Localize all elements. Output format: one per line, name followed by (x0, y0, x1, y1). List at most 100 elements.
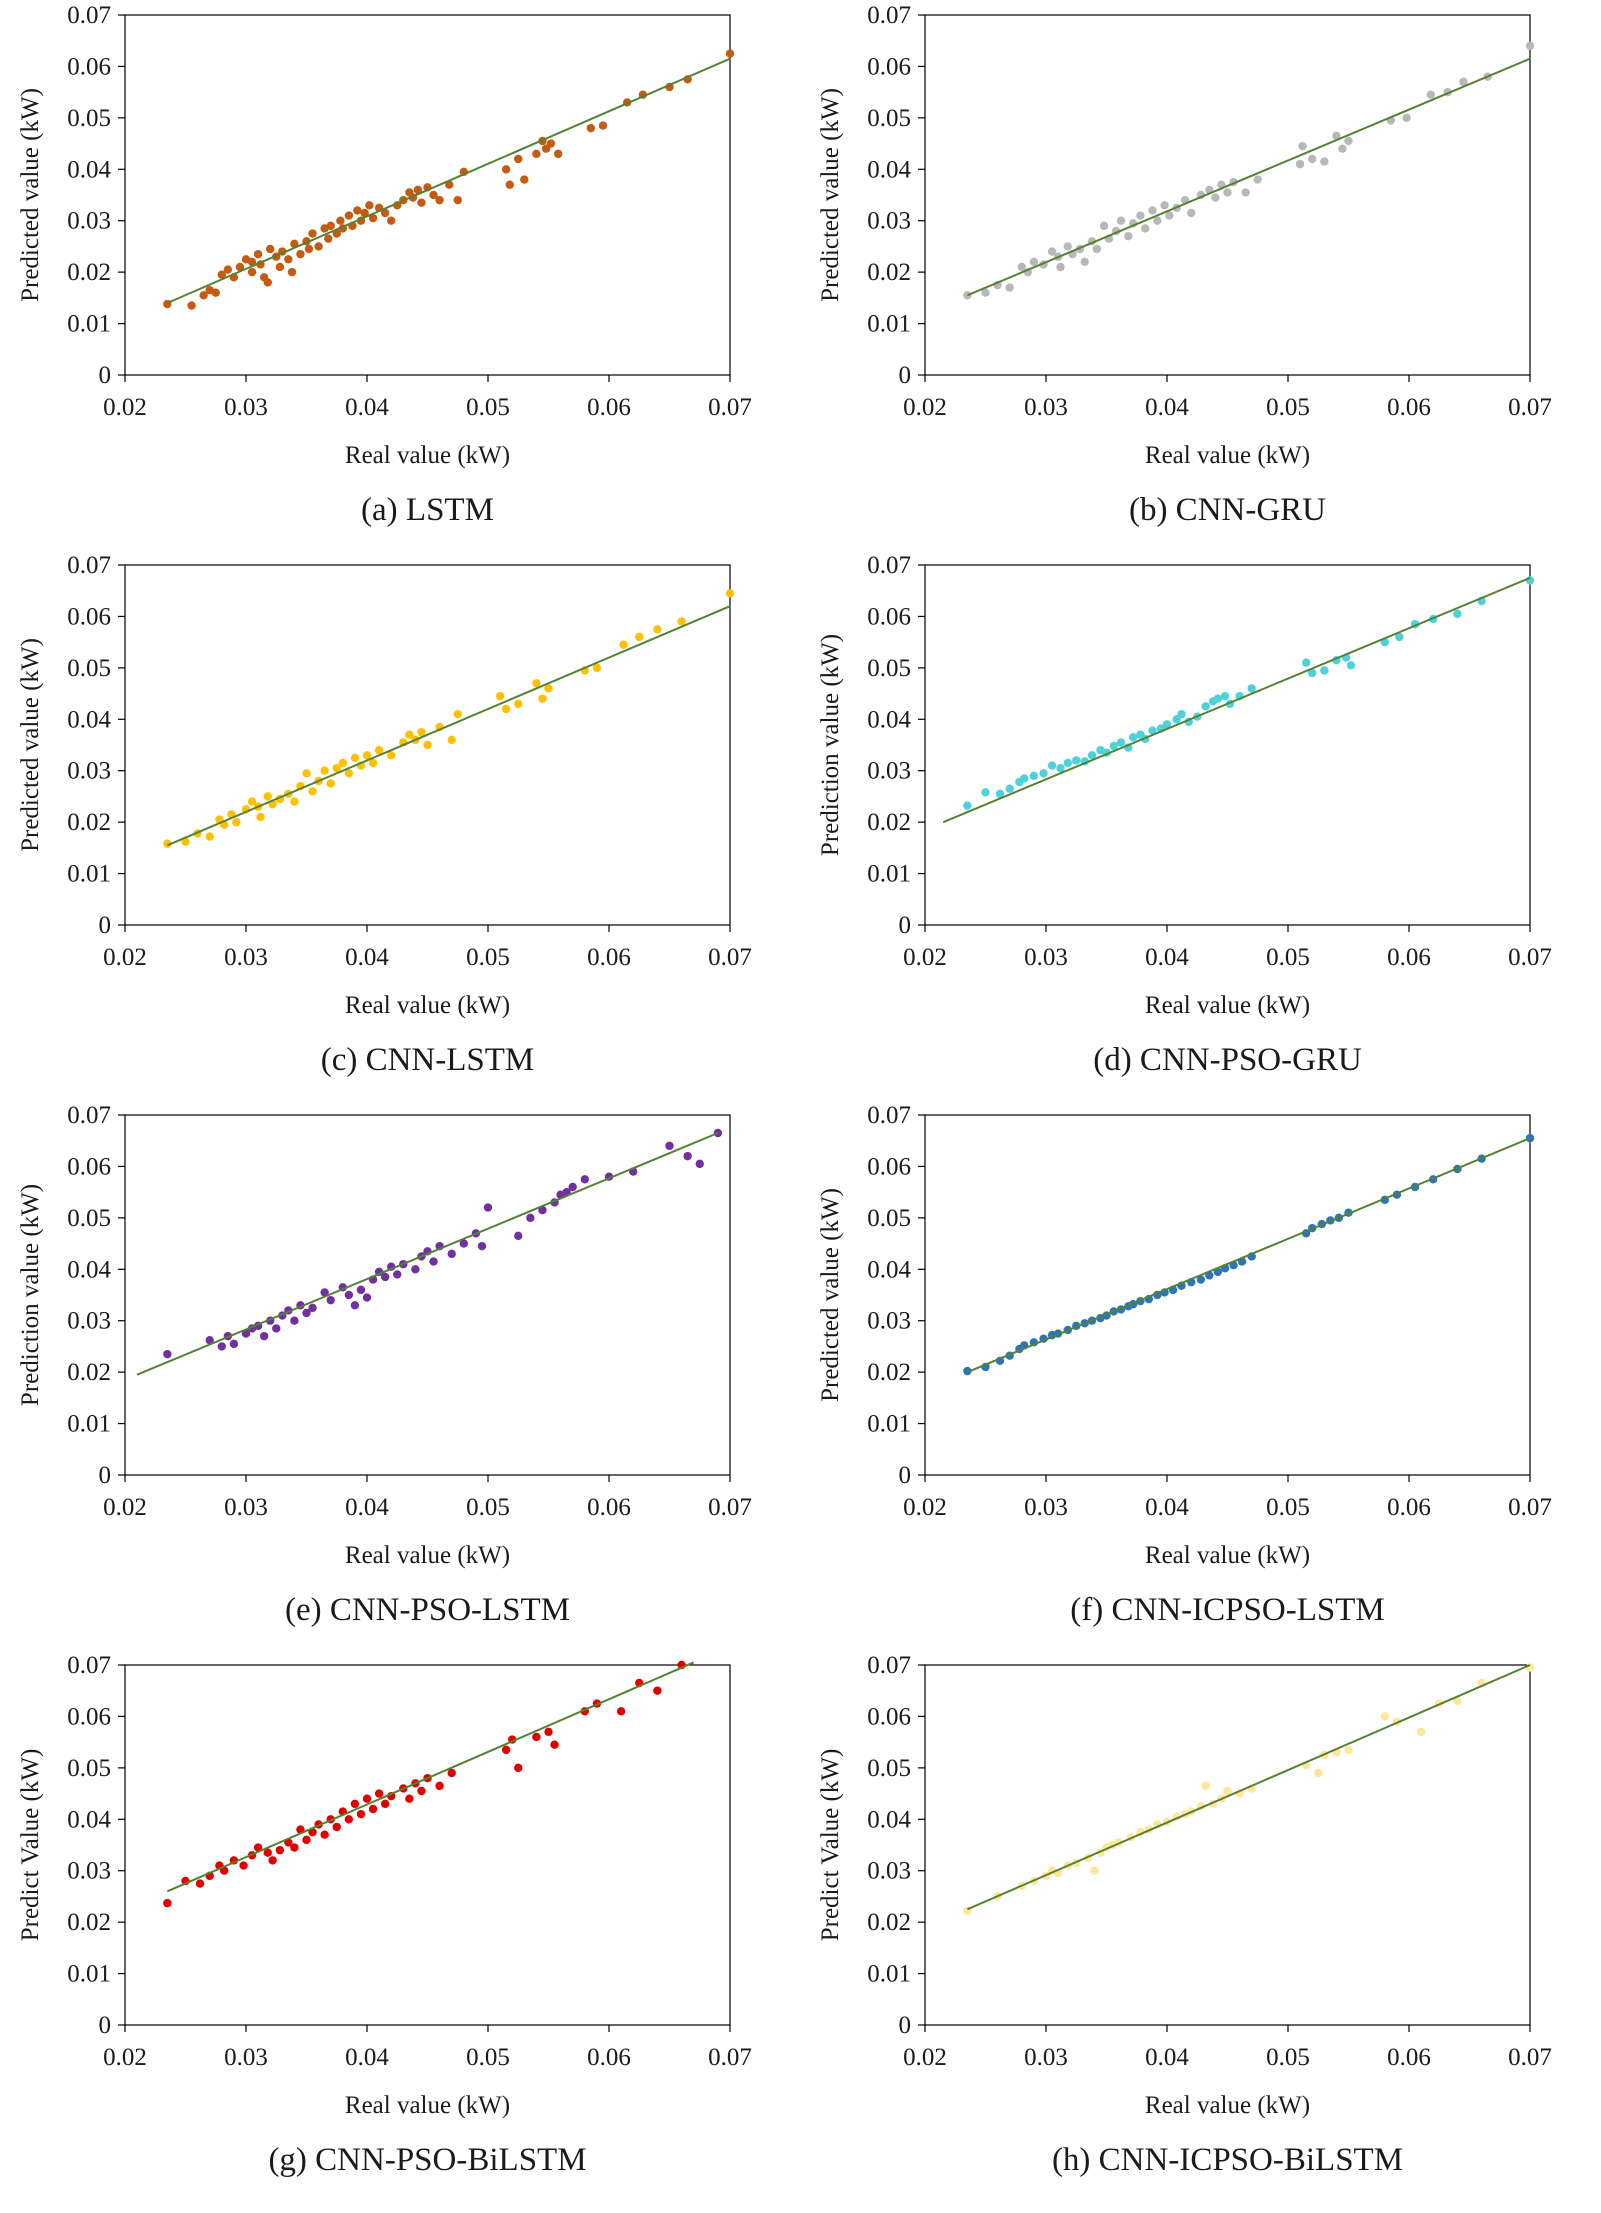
data-point (586, 123, 596, 133)
y-axis-title: Predicted value (kW) (817, 88, 844, 302)
x-axis-title: Real value (kW) (345, 1542, 510, 1569)
panel-caption: (a) LSTM (361, 492, 494, 528)
plot-frame (924, 14, 1531, 376)
data-point (368, 213, 378, 223)
data-point (247, 257, 257, 267)
x-tick-label: 0.07 (708, 1494, 752, 1521)
x-tick-label: 0.07 (1508, 944, 1552, 971)
data-point (995, 789, 1005, 799)
data-point (290, 1843, 299, 1852)
data-point (1116, 216, 1126, 225)
x-tick-label: 0.04 (345, 944, 389, 971)
fit-line (166, 1661, 695, 1893)
data-point (308, 229, 317, 238)
data-point (1344, 1745, 1353, 1755)
data-point (532, 679, 541, 688)
x-tick-label: 0.04 (345, 2044, 389, 2071)
data-point (963, 291, 972, 300)
data-point (362, 751, 372, 760)
data-point (1090, 1866, 1099, 1875)
data-point (393, 1270, 402, 1279)
x-tick-label: 0.03 (1024, 944, 1068, 971)
y-tick-label: 0.06 (867, 603, 911, 630)
data-point (356, 1285, 366, 1295)
plot-frame (124, 1114, 731, 1476)
data-point (1165, 211, 1174, 220)
data-point (302, 769, 311, 778)
data-point (1308, 154, 1317, 164)
data-point (353, 206, 362, 215)
y-tick-label: 0.07 (67, 2, 111, 29)
data-point (368, 1804, 378, 1814)
x-tick-label: 0.07 (1508, 394, 1552, 421)
data-point (163, 1898, 172, 1908)
x-tick-label: 0.05 (466, 394, 510, 421)
data-point (350, 1301, 360, 1310)
data-point (387, 216, 396, 225)
y-axis-title: Predicted value (kW) (17, 638, 44, 852)
data-point (1148, 726, 1157, 735)
panel-caption: (g) CNN-PSO-BiLSTM (268, 2142, 586, 2178)
plot-frame (124, 564, 731, 926)
y-tick-label: 0.02 (867, 809, 911, 836)
x-tick-label: 0.05 (1266, 944, 1310, 971)
data-point (1029, 257, 1039, 267)
x-tick-label: 0.03 (1024, 2044, 1068, 2071)
data-point (483, 1203, 493, 1212)
plot-frame (924, 564, 1531, 926)
y-tick-label: 0.05 (67, 105, 111, 132)
data-point (598, 121, 608, 130)
data-point (362, 1794, 372, 1803)
data-point (514, 1763, 523, 1773)
scatter-panel-b: 0 0.01 0.02 0.03 0.04 0.05 0.06 0.07 0.02 0.03 0.0… (817, 2, 1552, 528)
data-point (1072, 756, 1081, 765)
y-axis-title: Prediction value (kW) (817, 634, 844, 856)
data-point (1162, 720, 1172, 729)
y-tick-label: 0.05 (867, 105, 911, 132)
data-point (296, 249, 305, 259)
x-tick-label: 0.05 (466, 944, 510, 971)
data-point (665, 1141, 674, 1151)
data-point (447, 1249, 456, 1259)
x-tick-label: 0.03 (1024, 394, 1068, 421)
data-point (1124, 231, 1133, 241)
data-point (1426, 90, 1435, 99)
y-tick-label: 0.05 (867, 655, 911, 682)
x-tick-label: 0.07 (708, 2044, 752, 2071)
y-tick-label: 0 (899, 2012, 912, 2039)
data-point (1116, 738, 1126, 747)
data-point (1056, 763, 1065, 773)
fit-line (966, 1664, 1531, 1911)
y-tick-label: 0.04 (67, 1256, 111, 1283)
data-point (725, 589, 735, 598)
y-axis-title: Predicted value (kW) (17, 88, 44, 302)
x-axis-title: Real value (kW) (1145, 1542, 1310, 1569)
data-point (374, 1789, 384, 1798)
data-point (553, 149, 563, 159)
data-point (199, 291, 208, 300)
data-point (1109, 741, 1118, 751)
x-tick-label: 0.05 (466, 1494, 510, 1521)
data-point (1525, 576, 1535, 585)
data-point (217, 270, 226, 279)
data-point (220, 1866, 229, 1875)
x-tick-label: 0.05 (1266, 1494, 1310, 1521)
y-tick-label: 0.06 (867, 1153, 911, 1180)
panel-caption: (b) CNN-GRU (1129, 492, 1326, 528)
y-tick-label: 0.04 (67, 156, 111, 183)
data-point (263, 278, 272, 287)
y-tick-label: 0.04 (67, 1806, 111, 1833)
data-point (256, 812, 265, 822)
data-point (514, 699, 523, 709)
data-point (1338, 144, 1347, 153)
data-point (1320, 666, 1329, 675)
y-tick-label: 0.03 (867, 1858, 911, 1885)
x-tick-label: 0.04 (345, 1494, 389, 1521)
data-point (1211, 193, 1220, 202)
data-point (635, 632, 644, 642)
y-tick-label: 0.06 (67, 1703, 111, 1730)
data-point (532, 1732, 541, 1742)
y-tick-label: 0 (899, 362, 912, 389)
y-tick-label: 0 (99, 2012, 112, 2039)
